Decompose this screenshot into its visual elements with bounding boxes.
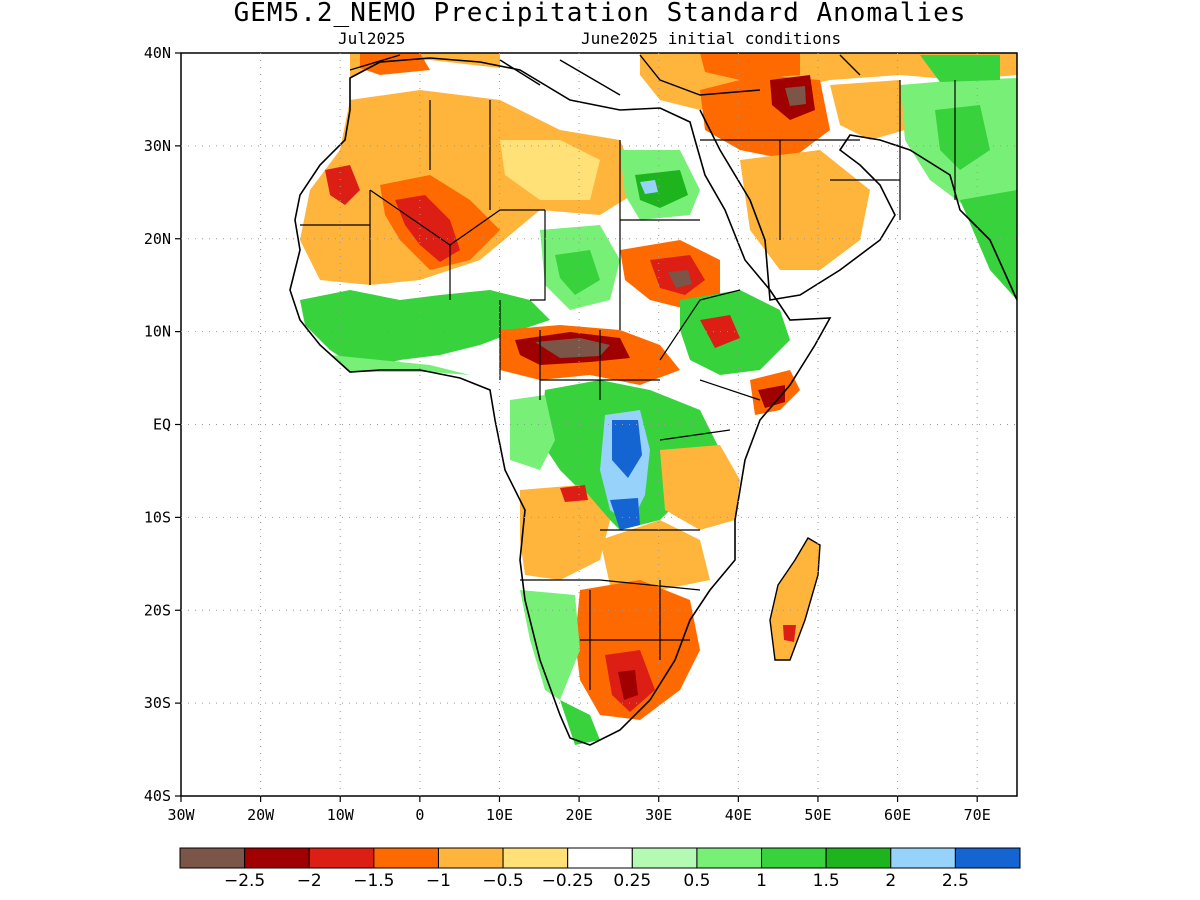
lat-tick-label: 40S [144,787,171,805]
legend-swatch [954,847,1021,869]
legend-swatch [825,847,892,869]
congo-wet-extreme-2 [610,498,640,530]
legend-label: 0.25 [613,871,651,891]
legend-label: −0.5 [482,871,523,891]
lat-tick-label: 20N [144,230,171,248]
legend-swatch [502,847,569,869]
lon-tick-label: 40E [725,806,752,824]
color-legend: −2.5 −2 −1.5 −1 −0.5 −0.25 0.25 0.5 1 1.5 2 2.5 [179,847,1021,891]
legend-swatch [567,847,633,869]
sahara-dry-core-2 [395,195,460,262]
legend-swatch [373,847,439,869]
congo-wet-light [510,395,555,470]
sahel-wet-band [300,290,550,370]
namibia-wet [520,590,580,700]
lat-tick-label: 30S [144,694,171,712]
legend-swatch [244,847,310,869]
legend-swatch [179,847,246,869]
lat-tick-label: 30N [144,137,171,155]
tanzania-dry [660,445,740,530]
lat-tick-label: 10N [144,323,171,341]
angola-dry [520,485,610,580]
lon-tick-label: 20E [566,806,593,824]
congo-wet-extreme [612,420,642,478]
legend-swatch [631,847,698,869]
longitude-labels: 30W 20W 10W 0 10E 20E 30E 40E 50E 60E 70E [167,806,990,824]
initial-conditions-label: June2025 initial conditions [581,29,842,48]
lon-tick-label: 10W [327,806,355,824]
map-title: GEM5.2_NEMO Precipitation Standard Anoma… [233,0,967,28]
lon-tick-label: 70E [964,806,991,824]
legend-label: 1.5 [813,871,840,891]
lon-tick-label: 20W [247,806,275,824]
europe-coastline [349,54,861,96]
southern-africa-dry [575,580,700,720]
legend-label: 1 [756,871,767,891]
latitude-labels: 40N 30N 20N 10N EQ 10S 20S 30S 40S [144,44,171,805]
lat-tick-label: 20S [144,601,171,619]
angola-dry-core [560,485,588,502]
south-africa-dry-extreme [618,670,638,700]
legend-label: 2.5 [942,871,969,891]
somalia-dry-core [758,385,785,408]
sudan-dry-extreme [668,270,692,288]
lon-tick-label: 10E [486,806,513,824]
lon-tick-label: 50E [804,806,831,824]
zambia-dry [600,520,710,590]
map-gridlines [175,52,1017,802]
iran-dry [830,80,905,140]
pakistan-wet-core [935,105,990,170]
lat-tick-label: EQ [153,416,171,434]
egypt-wet-spot [640,180,658,194]
madagascar-dry-spot [783,625,796,642]
lon-tick-label: 30E [645,806,672,824]
europe-landmass [350,53,1017,110]
legend-label: −2 [297,871,322,891]
madagascar [769,537,821,661]
iraq-dry-extreme [785,86,806,106]
country-borders [300,80,956,690]
lat-tick-label: 40N [144,44,171,62]
legend-swatch [696,847,763,869]
libya-dry [500,140,600,200]
egypt-wet-core [635,170,688,208]
lon-tick-label: 60E [884,806,911,824]
sahel-wet-light [330,355,470,375]
legend-label: 0.5 [683,871,710,891]
arabia-coastline [699,109,1017,301]
legend-label: −0.25 [542,871,594,891]
lon-tick-label: 30W [167,806,195,824]
africa-coastline [289,57,832,746]
turkey-dry [700,53,800,80]
legend-label: −1 [426,871,451,891]
lon-tick-label: 0 [415,806,424,824]
valid-month-label: Jul2025 [338,29,406,48]
legend-swatch [890,847,956,869]
legend-label: −2.5 [224,871,265,891]
legend-label: −1.5 [353,871,394,891]
sahara-dry-region [300,90,640,285]
iberia-dry [360,53,430,75]
legend-swatch [761,847,827,869]
india-wet [960,190,1017,300]
map-field [289,53,1017,746]
mauritania-dry [325,165,360,205]
legend-label: 2 [885,871,896,891]
chad-wet-core [555,250,600,295]
caspian-wet [920,55,1000,82]
car-dry-extreme [535,338,610,358]
legend-swatch [308,847,375,869]
lat-tick-label: 10S [144,508,171,526]
legend-swatch [437,847,504,869]
cape-wet [560,700,600,745]
